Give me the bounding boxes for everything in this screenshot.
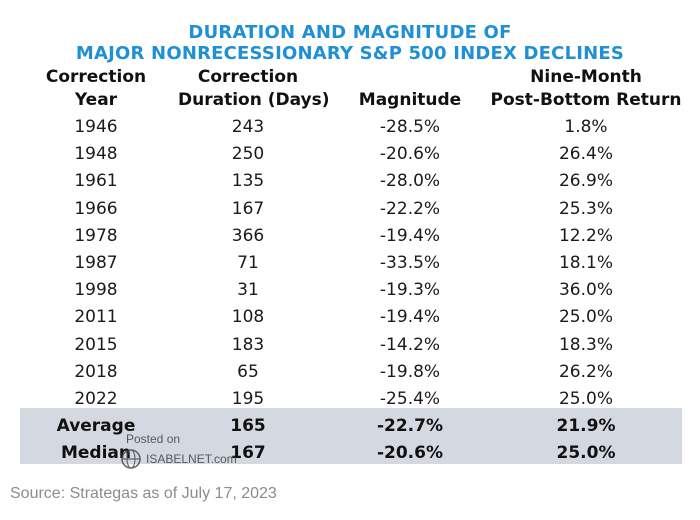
table-row: 1987 71 -33.5% 18.1%	[0, 250, 700, 277]
cell-return: 18.3%	[558, 334, 613, 355]
cell-year: 1948	[74, 144, 118, 165]
header-line-2: Year	[74, 90, 118, 110]
chart-title-line-2: MAJOR NONRECESSIONARY S&P 500 INDEX DECL…	[75, 43, 625, 64]
cell-year: Median	[60, 443, 132, 464]
cell-return: 18.1%	[558, 253, 613, 273]
cell-magnitude: -20.6%	[379, 144, 441, 165]
cell-duration: 366	[231, 225, 265, 246]
cell-magnitude: -28.0%	[379, 171, 441, 192]
cell-magnitude: -20.6%	[376, 443, 444, 464]
cell-duration: 250	[231, 144, 265, 165]
cell-duration: 31	[237, 280, 259, 301]
cell-duration: 167	[231, 198, 265, 219]
cell-year: 2018	[74, 361, 118, 382]
cell-return: 21.9%	[556, 416, 616, 437]
chart-title-line-1: DURATION AND MAGNITUDE OF	[188, 22, 512, 43]
cell-year: 1946	[74, 117, 118, 137]
table-row: 1961 135 -28.0% 26.9%	[0, 168, 700, 195]
cell-year: 2015	[74, 334, 118, 355]
header-line-2: Post-Bottom Return	[490, 90, 682, 110]
cell-magnitude: -19.3%	[379, 280, 441, 301]
cell-duration: 195	[231, 389, 265, 409]
cell-duration: 135	[231, 171, 265, 192]
summary-row: Average 165 -22.7% 21.9%	[0, 413, 700, 440]
cell-duration: 71	[237, 253, 259, 273]
cell-year: 1987	[74, 253, 118, 273]
table-row: 2018 65 -19.8% 26.2%	[0, 359, 700, 386]
cell-duration: 167	[230, 443, 266, 464]
header-line-1	[350, 66, 470, 89]
cell-magnitude: -19.8%	[379, 361, 441, 382]
cell-return: 25.0%	[558, 389, 613, 409]
table-row: 1998 31 -19.3% 36.0%	[0, 277, 700, 304]
cell-year: Average	[56, 416, 136, 437]
watermark: Posted on ISABELNET.com	[118, 432, 258, 472]
table-row: 1946 243 -28.5% 1.8%	[0, 114, 700, 141]
cell-return: 1.8%	[564, 117, 608, 137]
cell-duration: 65	[237, 361, 259, 382]
header-line-2: Magnitude	[358, 90, 462, 110]
cell-return: 25.3%	[558, 198, 613, 219]
source-note: Source: Strategas as of July 17, 2023	[10, 485, 277, 502]
cell-duration: 108	[231, 307, 265, 328]
cell-return: 12.2%	[558, 225, 613, 246]
cell-year: 2011	[74, 307, 118, 328]
cell-magnitude: -22.2%	[379, 198, 441, 219]
summary-rows-background	[20, 408, 682, 464]
header-correction-year: Correction Year	[40, 66, 152, 112]
cell-magnitude: -19.4%	[379, 307, 441, 328]
cell-return: 36.0%	[558, 280, 613, 301]
cell-return: 25.0%	[556, 443, 616, 464]
cell-year: 1978	[74, 225, 118, 246]
cell-duration: 165	[230, 416, 266, 437]
cell-return: 25.0%	[558, 307, 613, 328]
table-row: 1948 250 -20.6% 26.4%	[0, 141, 700, 168]
cell-return: 26.4%	[558, 144, 613, 165]
table-row: 2022 195 -25.4% 25.0%	[0, 386, 700, 413]
summary-row: Median 167 -20.6% 25.0%	[0, 440, 700, 467]
cell-year: 1961	[74, 171, 118, 192]
cell-magnitude: -28.5%	[379, 117, 441, 137]
header-post-bottom-return: Nine-Month Post-Bottom Return	[486, 66, 686, 112]
watermark-line-1: Posted on	[126, 432, 181, 446]
cell-magnitude: -25.4%	[379, 389, 441, 409]
globe-icon	[121, 449, 141, 469]
cell-magnitude: -19.4%	[379, 225, 441, 246]
header-line-1: Nine-Month	[530, 67, 642, 87]
watermark-line-2: ISABELNET.com	[146, 452, 237, 466]
header-correction-duration: Correction Duration (Days)	[178, 66, 330, 112]
table-row: 2015 183 -14.2% 18.3%	[0, 332, 700, 359]
cell-duration: 243	[231, 117, 265, 137]
table-row: 1966 167 -22.2% 25.3%	[0, 196, 700, 223]
cell-year: 2022	[74, 389, 118, 409]
table-row: 2011 108 -19.4% 25.0%	[0, 304, 700, 331]
header-line-1: Correction	[45, 67, 147, 87]
cell-return: 26.2%	[558, 361, 613, 382]
cell-year: 1966	[74, 198, 118, 219]
table-row: 1978 366 -19.4% 12.2%	[0, 223, 700, 250]
cell-year: 1998	[74, 280, 118, 301]
cell-return: 26.9%	[558, 171, 613, 192]
header-line-2: Duration (Days)	[178, 90, 330, 110]
header-magnitude: Magnitude	[350, 66, 470, 112]
cell-duration: 183	[231, 334, 265, 355]
header-line-1: Correction	[197, 67, 299, 87]
cell-magnitude: -33.5%	[379, 253, 441, 273]
cell-magnitude: -14.2%	[379, 334, 441, 355]
cell-magnitude: -22.7%	[376, 416, 444, 437]
